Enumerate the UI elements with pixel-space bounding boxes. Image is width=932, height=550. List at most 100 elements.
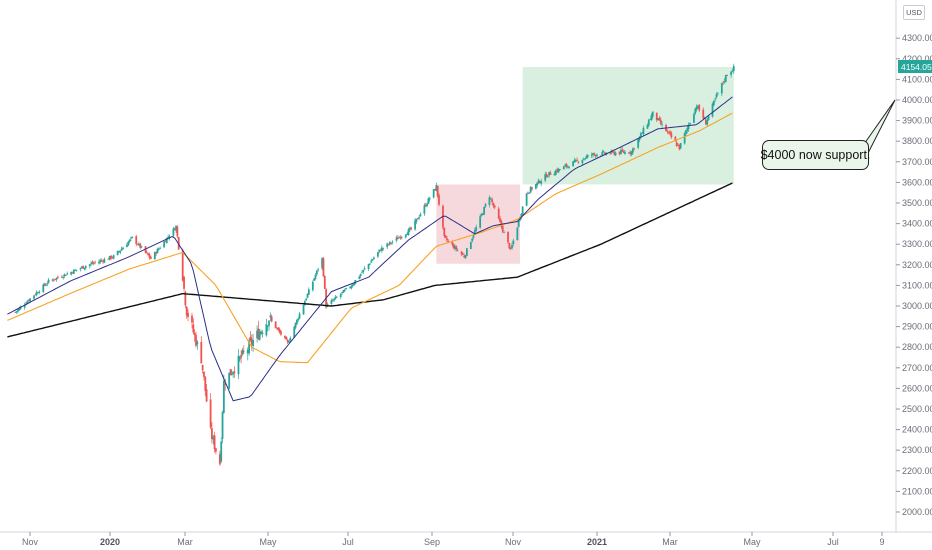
- candle-body: [149, 256, 152, 259]
- y-tick-label: 3600.00: [902, 177, 932, 187]
- candle-body: [15, 311, 18, 313]
- candle-body: [647, 120, 650, 126]
- y-tick-label: 2300.00: [902, 445, 932, 455]
- candle-body: [140, 246, 143, 248]
- candle-body: [233, 371, 236, 373]
- candle-body: [576, 159, 578, 161]
- candle-body: [153, 251, 156, 260]
- candle-body: [426, 203, 428, 207]
- y-tick-label: 3100.00: [902, 280, 932, 290]
- annotation-callout[interactable]: $4000 now support.: [761, 140, 870, 170]
- sma200-line: [7, 182, 733, 338]
- zone-breakout: [522, 67, 734, 185]
- candle-body: [238, 356, 241, 360]
- candle-body: [387, 244, 390, 245]
- candle-body: [294, 322, 297, 328]
- candle-body: [714, 98, 717, 100]
- candle-body: [434, 188, 436, 191]
- candle-body: [335, 296, 338, 298]
- x-tick-label: 2021: [587, 537, 607, 547]
- candle-body: [508, 243, 511, 249]
- candle-body: [232, 371, 235, 375]
- candle-body: [410, 227, 412, 230]
- candle-body: [269, 315, 272, 318]
- x-axis[interactable]: Nov 2020 Mar May Jul Sep Nov 2021 Mar May Jul 9: [22, 532, 885, 547]
- candle-body: [471, 238, 474, 242]
- candle-body: [613, 151, 616, 155]
- y-tick-label: 3700.00: [902, 157, 932, 167]
- candle-body: [258, 331, 261, 340]
- candle-body: [204, 376, 207, 391]
- y-axis[interactable]: 2000.00 2100.00 2200.00 2300.00 2400.00 2500.…: [896, 33, 932, 517]
- candle-body: [147, 253, 150, 256]
- y-tick-label: 2200.00: [902, 466, 932, 476]
- candle-body: [537, 180, 540, 184]
- candle-body: [280, 331, 282, 335]
- candle-body: [168, 236, 171, 239]
- candle-body: [137, 243, 140, 245]
- candle-body: [99, 260, 102, 262]
- candle-body: [222, 380, 225, 413]
- candle-body: [209, 399, 212, 428]
- candle-body: [438, 195, 440, 205]
- candle-body: [637, 139, 640, 148]
- candle-body: [56, 276, 59, 278]
- candle-body: [288, 341, 290, 343]
- candle-body: [237, 355, 240, 375]
- candle-body: [489, 198, 492, 200]
- x-tick-label: 2020: [100, 537, 120, 547]
- candle-body: [732, 66, 735, 71]
- y-tick-label: 3200.00: [902, 260, 932, 270]
- candle-body: [722, 82, 725, 84]
- candle-body: [33, 295, 35, 299]
- candle-body: [585, 156, 588, 159]
- candle-body: [358, 276, 361, 279]
- candle-body: [88, 264, 91, 267]
- candle-body: [277, 327, 280, 330]
- candle-body: [556, 169, 559, 172]
- x-tick-label: May: [259, 537, 277, 547]
- candle-body: [730, 71, 733, 75]
- candle-body: [503, 232, 505, 234]
- candle-body: [511, 244, 513, 249]
- candle-body: [218, 454, 221, 465]
- candle-body: [424, 204, 427, 207]
- candle-body: [296, 319, 298, 324]
- candle-body: [242, 351, 245, 353]
- candle-body: [404, 234, 407, 238]
- candle-body: [707, 115, 710, 120]
- x-tick-label: Sep: [424, 537, 440, 547]
- candle-body: [596, 154, 598, 157]
- currency-badge[interactable]: USD: [903, 5, 925, 20]
- candle-body: [342, 290, 345, 293]
- candle-body: [464, 255, 467, 258]
- candle-body: [548, 171, 551, 176]
- candle-body: [484, 204, 487, 207]
- candle-body: [386, 243, 389, 248]
- candle-body: [314, 274, 317, 279]
- candle-body: [539, 180, 541, 184]
- candle-body: [493, 205, 496, 208]
- candle-body: [492, 203, 495, 207]
- candle-body: [213, 435, 216, 450]
- candle-body: [286, 340, 289, 343]
- candle-body: [241, 349, 244, 355]
- candle-body: [554, 170, 557, 175]
- candle-body: [333, 298, 335, 301]
- candle-body: [353, 283, 355, 286]
- y-tick-label: 4200.00: [902, 54, 932, 64]
- candle-body: [268, 320, 270, 326]
- candle-body: [540, 181, 543, 184]
- y-tick-label: 3300.00: [902, 239, 932, 249]
- candle-body: [475, 227, 478, 231]
- x-tick-label: Mar: [662, 537, 678, 547]
- candle-body: [373, 257, 375, 260]
- candle-body: [54, 279, 57, 280]
- candle-body: [694, 108, 697, 114]
- y-tick-label: 4100.00: [902, 74, 932, 84]
- candle-body: [400, 236, 403, 238]
- candle-body: [612, 151, 614, 153]
- candle-body: [120, 248, 123, 251]
- candle-body: [549, 172, 552, 175]
